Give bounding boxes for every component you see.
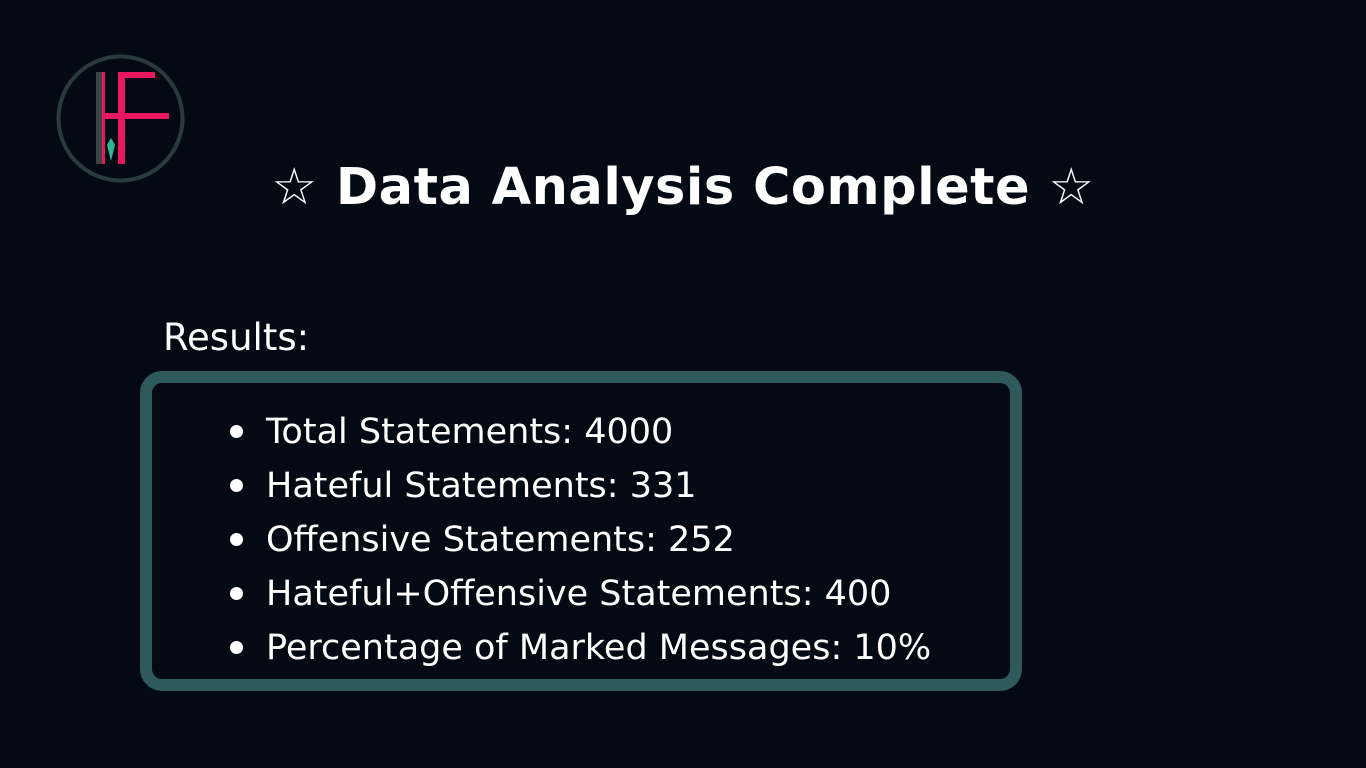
star-right-icon: ☆ [1048,158,1095,217]
results-panel: Total Statements: 4000 Hateful Statement… [140,371,1022,691]
list-item-offensive-statements: Offensive Statements: 252 [230,513,931,567]
page-title-text: Data Analysis Complete [335,158,1031,217]
logo-crossbar [105,113,169,119]
list-item-text: Offensive Statements: 252 [266,520,735,560]
star-left-icon: ☆ [271,158,318,217]
list-item-text: Hateful Statements: 331 [266,466,697,506]
list-item-hateful-statements: Hateful Statements: 331 [230,459,931,513]
bullet-icon [230,479,243,492]
results-list: Total Statements: 4000 Hateful Statement… [152,405,931,675]
list-item-percentage-marked: Percentage of Marked Messages: 10% [230,621,932,675]
list-item-text: Total Statements: 4000 [266,412,674,452]
bullet-icon [230,533,243,546]
page-title: ☆ Data Analysis Complete ☆ [0,152,1366,224]
list-item-text: Hateful+Offensive Statements: 400 [266,574,892,614]
bullet-icon [230,587,243,600]
logo-gem [107,138,115,161]
hf-monogram-logo-icon [56,54,185,183]
logo-ring [56,54,185,183]
list-item-text: Percentage of Marked Messages: 10% [266,628,932,668]
logo-f-top-arm [118,72,155,78]
logo-thin-bar [102,72,105,164]
logo-dark-bar [96,72,102,164]
app-logo [56,54,185,183]
list-item-hateful-offensive-statements: Hateful+Offensive Statements: 400 [230,567,931,621]
results-label: Results: [163,316,310,359]
list-item-total-statements: Total Statements: 4000 [230,405,931,459]
bullet-icon [230,425,243,438]
bullet-icon [230,641,243,654]
